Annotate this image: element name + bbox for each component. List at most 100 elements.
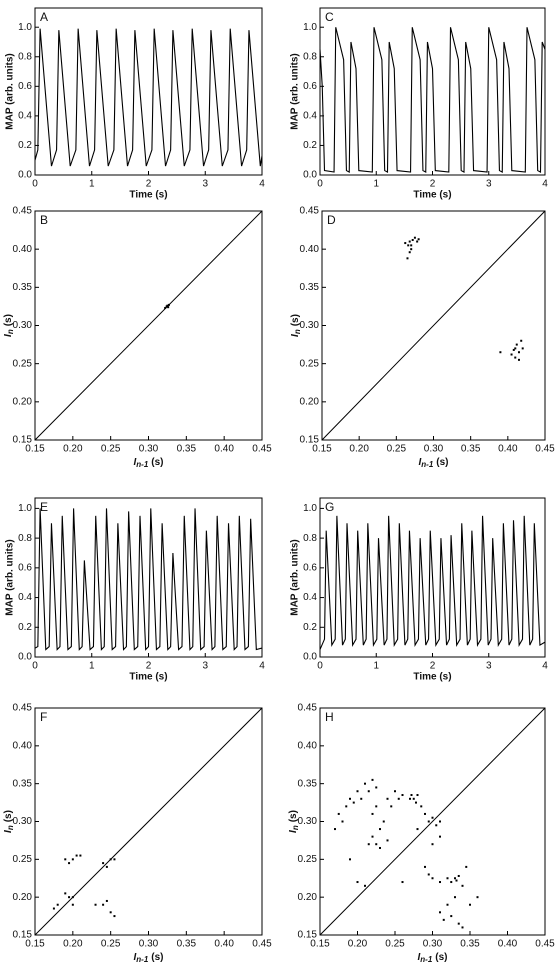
x-tick-label: 0.45 <box>535 939 555 950</box>
y-tick-label: 0.20 <box>13 396 33 407</box>
y-tick-label: 0.45 <box>298 703 318 714</box>
y-tick-label: 0.45 <box>13 206 33 217</box>
point <box>394 790 396 793</box>
y-tick-label: 0.40 <box>298 740 318 751</box>
y-tick-label: 0.0 <box>18 652 32 663</box>
y-tick-label: 0.4 <box>18 592 32 603</box>
point <box>514 356 517 359</box>
axis-subscript: n <box>291 825 300 830</box>
point <box>375 843 378 846</box>
panel-letter: B <box>40 213 48 227</box>
point <box>367 843 370 846</box>
y-tick-label: 0.35 <box>13 282 33 293</box>
point <box>401 881 404 884</box>
y-tick-label: 0.25 <box>13 358 33 369</box>
y-tick-label: 0.20 <box>298 892 318 903</box>
y-tick-label: 0.20 <box>300 396 320 407</box>
x-tick-label: 0.30 <box>139 939 159 950</box>
axis-unit: (s) <box>290 314 301 326</box>
point <box>515 343 518 346</box>
axis-symbol: I <box>417 952 420 963</box>
point <box>79 854 82 857</box>
panel-letter: G <box>325 500 334 514</box>
point <box>71 903 74 906</box>
point <box>461 884 464 887</box>
point <box>450 915 453 918</box>
axis-unit: (s) <box>3 314 14 326</box>
point <box>71 858 74 861</box>
axis-label: In-1 (s) <box>418 457 448 469</box>
y-tick-label: 0.8 <box>303 533 317 544</box>
x-tick-label: 0.30 <box>424 444 444 455</box>
axis-symbol: I <box>133 457 136 468</box>
point <box>457 922 460 925</box>
x-tick-label: 3 <box>202 661 208 672</box>
point <box>167 303 170 306</box>
axis-symbol: I <box>3 830 14 833</box>
y-tick-label: 0.4 <box>303 111 317 122</box>
axis-label: MAP (arb. units) <box>290 53 301 129</box>
axis-label: In (s) <box>3 314 15 337</box>
trace <box>319 27 546 173</box>
x-tick-label: 0.20 <box>63 939 83 950</box>
y-tick-label: 0.6 <box>303 562 317 573</box>
point <box>371 812 374 815</box>
x-tick-label: 0.35 <box>461 444 481 455</box>
y-tick-label: 0.4 <box>303 592 317 603</box>
x-tick-label: 0.40 <box>498 444 518 455</box>
x-tick-label: 0.45 <box>252 444 272 455</box>
point <box>64 858 67 861</box>
point <box>382 820 385 823</box>
point <box>345 805 348 808</box>
point <box>68 862 71 865</box>
point <box>364 782 366 785</box>
y-tick-label: 0.30 <box>13 816 33 827</box>
point <box>367 790 370 793</box>
point <box>446 877 449 880</box>
point <box>439 820 441 823</box>
y-tick-label: 0.15 <box>298 930 318 941</box>
x-tick-label: 0.25 <box>101 939 121 950</box>
panel-letter: H <box>325 710 334 724</box>
point <box>337 812 340 815</box>
y-tick-label: 0.0 <box>303 652 317 663</box>
x-tick-label: 4 <box>542 661 548 672</box>
point <box>469 903 471 906</box>
point <box>408 240 411 243</box>
y-tick-label: 1.0 <box>18 22 32 33</box>
x-tick-label: 4 <box>259 661 265 672</box>
point <box>439 881 441 884</box>
y-tick-label: 0.0 <box>303 170 317 181</box>
point <box>375 805 378 808</box>
point <box>454 896 456 899</box>
point <box>105 899 108 902</box>
point <box>167 306 170 309</box>
x-tick-label: 0.35 <box>177 444 197 455</box>
point <box>68 896 71 899</box>
x-tick-label: 0.30 <box>423 939 443 950</box>
point <box>102 862 105 865</box>
point <box>461 926 464 929</box>
x-tick-label: 0.45 <box>252 939 272 950</box>
axis-unit: (s) <box>151 457 163 468</box>
y-tick-label: 0.2 <box>18 622 32 633</box>
axis-symbol: I <box>288 830 299 833</box>
point <box>379 828 381 831</box>
axis-subscript: n-1 <box>136 460 149 469</box>
y-tick-label: 0.6 <box>303 81 317 92</box>
panel-letter: D <box>327 213 336 227</box>
point <box>424 812 426 815</box>
point <box>352 801 355 804</box>
axis-label: In-1 (s) <box>417 952 447 964</box>
y-tick-label: 0.30 <box>298 816 318 827</box>
x-tick-label: 0.45 <box>535 444 555 455</box>
point <box>407 244 410 247</box>
x-tick-label: 4 <box>259 179 265 190</box>
y-tick-label: 0.35 <box>13 778 33 789</box>
axis-subscript: n <box>6 329 15 334</box>
point <box>164 306 167 309</box>
x-tick-label: 0.25 <box>385 939 405 950</box>
x-tick-label: 0.25 <box>101 444 121 455</box>
point <box>356 881 359 884</box>
point <box>390 805 393 808</box>
